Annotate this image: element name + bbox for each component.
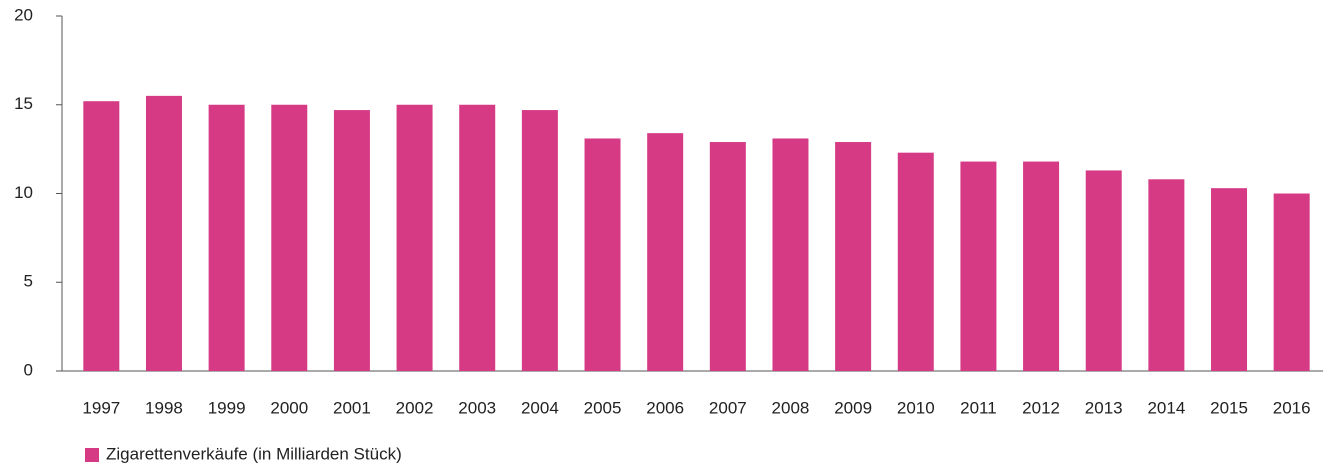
x-tick-label: 2015	[1210, 398, 1248, 417]
x-tick-label: 2010	[897, 398, 935, 417]
x-tick-label: 2013	[1085, 398, 1123, 417]
bar	[271, 104, 308, 371]
bar	[208, 104, 245, 371]
x-tick-label: 2007	[709, 398, 747, 417]
bar	[1023, 161, 1060, 371]
bar	[1148, 179, 1185, 371]
bar	[960, 161, 997, 371]
bar	[1273, 193, 1310, 371]
x-tick-label: 1999	[208, 398, 246, 417]
bar	[1211, 188, 1248, 371]
x-tick-label: 2008	[772, 398, 810, 417]
x-tick-label: 2003	[458, 398, 496, 417]
legend-label: Zigarettenverkäufe (in Milliarden Stück)	[106, 444, 402, 463]
bar	[772, 138, 809, 371]
legend-swatch	[85, 448, 99, 462]
y-tick-label: 10	[14, 183, 33, 202]
bar	[83, 101, 120, 371]
y-tick-label: 5	[24, 272, 33, 291]
bar	[584, 138, 621, 371]
x-tick-label: 1998	[145, 398, 183, 417]
bar	[835, 142, 872, 371]
x-tick-label: 2006	[646, 398, 684, 417]
bar	[1085, 170, 1122, 371]
bar	[459, 104, 496, 371]
y-tick-label: 0	[24, 360, 33, 379]
bar	[647, 133, 684, 371]
x-tick-label: 2011	[960, 398, 997, 417]
x-tick-label: 2002	[396, 398, 434, 417]
x-tick-label: 2014	[1147, 398, 1185, 417]
bar	[396, 104, 433, 371]
x-tick-label: 2004	[521, 398, 559, 417]
bar	[709, 142, 746, 371]
x-tick-label: 2005	[584, 398, 622, 417]
y-tick-label: 20	[14, 5, 33, 24]
bar	[333, 110, 370, 371]
bar	[145, 95, 182, 371]
bar	[521, 110, 558, 371]
x-tick-label: 2016	[1273, 398, 1311, 417]
x-tick-label: 2000	[270, 398, 308, 417]
y-tick-label: 15	[14, 94, 33, 113]
bar	[897, 152, 934, 371]
x-tick-label: 2009	[834, 398, 872, 417]
x-tick-label: 2012	[1022, 398, 1060, 417]
x-tick-label: 1997	[82, 398, 120, 417]
x-tick-label: 2001	[333, 398, 371, 417]
